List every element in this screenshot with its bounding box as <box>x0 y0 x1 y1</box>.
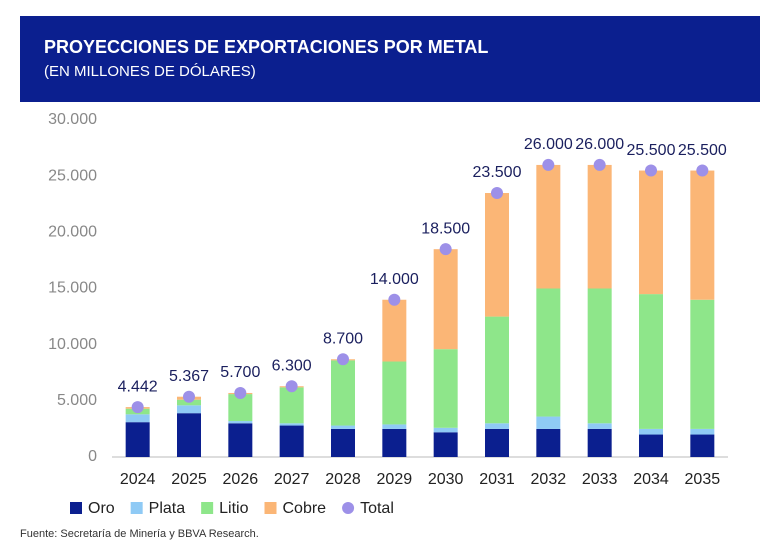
bar-segment <box>382 299 407 362</box>
x-tick-label: 2026 <box>223 471 259 488</box>
bar-segment <box>177 413 201 457</box>
bar-segment <box>690 434 715 457</box>
bar-segment <box>228 421 253 424</box>
legend-marker <box>342 502 355 514</box>
bar-segment <box>382 424 407 429</box>
bar-segment <box>485 428 509 457</box>
chart-title: PROYECCIONES DE EXPORTACIONES POR METAL <box>44 37 488 57</box>
bar-segment <box>433 349 458 428</box>
x-tick-label: 2035 <box>685 471 721 488</box>
bar-segment <box>690 428 715 435</box>
bar-segment <box>433 427 458 433</box>
legend-swatch <box>70 502 82 514</box>
bar-segment <box>177 405 201 414</box>
y-tick-label: 0 <box>88 448 97 465</box>
header <box>20 16 760 102</box>
x-tick-label: 2032 <box>531 471 567 488</box>
x-tick-label: 2024 <box>120 471 156 488</box>
bar-segment <box>587 423 612 429</box>
x-tick-label: 2025 <box>171 471 207 488</box>
x-tick-label: 2030 <box>428 471 464 488</box>
total-marker <box>337 353 349 366</box>
bar-segment <box>536 416 561 429</box>
bar-segment <box>382 361 407 425</box>
total-marker <box>593 158 606 171</box>
bar-segment <box>485 316 509 424</box>
x-tick-label: 2031 <box>479 471 515 488</box>
bar-segment <box>587 428 612 457</box>
legend-label: Cobre <box>283 500 327 517</box>
bar-segment <box>228 423 253 457</box>
data-label: 25.500 <box>678 142 727 159</box>
bar-segment <box>331 360 355 426</box>
legend-label: Total <box>360 500 394 517</box>
bar-segment <box>433 249 458 350</box>
legend-swatch <box>264 502 277 514</box>
bar-segment <box>125 414 150 423</box>
total-marker <box>491 187 503 200</box>
y-tick-label: 20.000 <box>48 224 97 241</box>
total-marker <box>645 164 657 177</box>
x-tick-label: 2028 <box>325 471 361 488</box>
bar-segment <box>536 288 561 417</box>
data-label: 4.442 <box>118 378 158 395</box>
bar-segment <box>639 294 663 429</box>
legend-label: Litio <box>219 500 248 517</box>
bar-segment <box>536 164 561 289</box>
data-label: 8.700 <box>323 330 363 347</box>
data-label: 26.000 <box>575 136 624 153</box>
y-tick-label: 25.000 <box>48 167 97 184</box>
y-tick-label: 15.000 <box>48 280 97 297</box>
data-label: 5.367 <box>169 368 209 385</box>
legend-swatch <box>201 502 214 514</box>
total-marker <box>234 386 247 399</box>
data-label: 23.500 <box>473 164 522 181</box>
bar-segment <box>639 170 663 295</box>
data-label: 14.000 <box>370 271 419 288</box>
data-label: 25.500 <box>627 142 676 159</box>
legend-label: Oro <box>88 500 115 517</box>
bar-segment <box>382 428 407 457</box>
bar-segment <box>331 425 355 429</box>
bar-segment <box>690 299 715 429</box>
bar-segment <box>536 428 561 457</box>
bar-segment <box>639 428 663 435</box>
legend-swatch <box>130 502 143 514</box>
y-tick-label: 10.000 <box>48 336 97 353</box>
source: Fuente: Secretaría de Minería y BBVA Res… <box>20 528 259 540</box>
total-marker <box>439 243 452 256</box>
bar-segment <box>279 387 304 424</box>
y-tick-label: 5.000 <box>57 392 97 409</box>
total-marker <box>542 158 555 171</box>
bar-segment <box>587 164 612 289</box>
x-tick-label: 2027 <box>274 471 310 488</box>
bar-segment <box>433 432 458 457</box>
total-marker <box>183 390 195 403</box>
bar-segment <box>639 434 663 457</box>
bar-segment <box>690 170 715 300</box>
total-marker <box>696 164 709 177</box>
total-marker <box>388 293 401 306</box>
chart-subtitle: (EN MILLONES DE DÓLARES) <box>44 63 256 80</box>
bar-segment <box>125 422 150 457</box>
data-label: 18.500 <box>421 220 470 237</box>
bar-segment <box>587 288 612 424</box>
bar-segment <box>279 423 304 426</box>
bar-segment <box>485 193 509 317</box>
data-label: 5.700 <box>220 364 260 381</box>
data-label: 26.000 <box>524 136 573 153</box>
x-tick-label: 2034 <box>633 471 669 488</box>
total-marker <box>131 401 144 414</box>
x-tick-label: 2029 <box>377 471 413 488</box>
y-tick-label: 30.000 <box>48 111 97 128</box>
total-marker <box>285 380 298 393</box>
bar-segment <box>279 425 304 457</box>
data-label: 6.300 <box>272 357 312 374</box>
bar-segment <box>331 428 355 457</box>
bar-segment <box>485 423 509 429</box>
x-tick-label: 2033 <box>582 471 618 488</box>
legend-label: Plata <box>149 500 186 517</box>
